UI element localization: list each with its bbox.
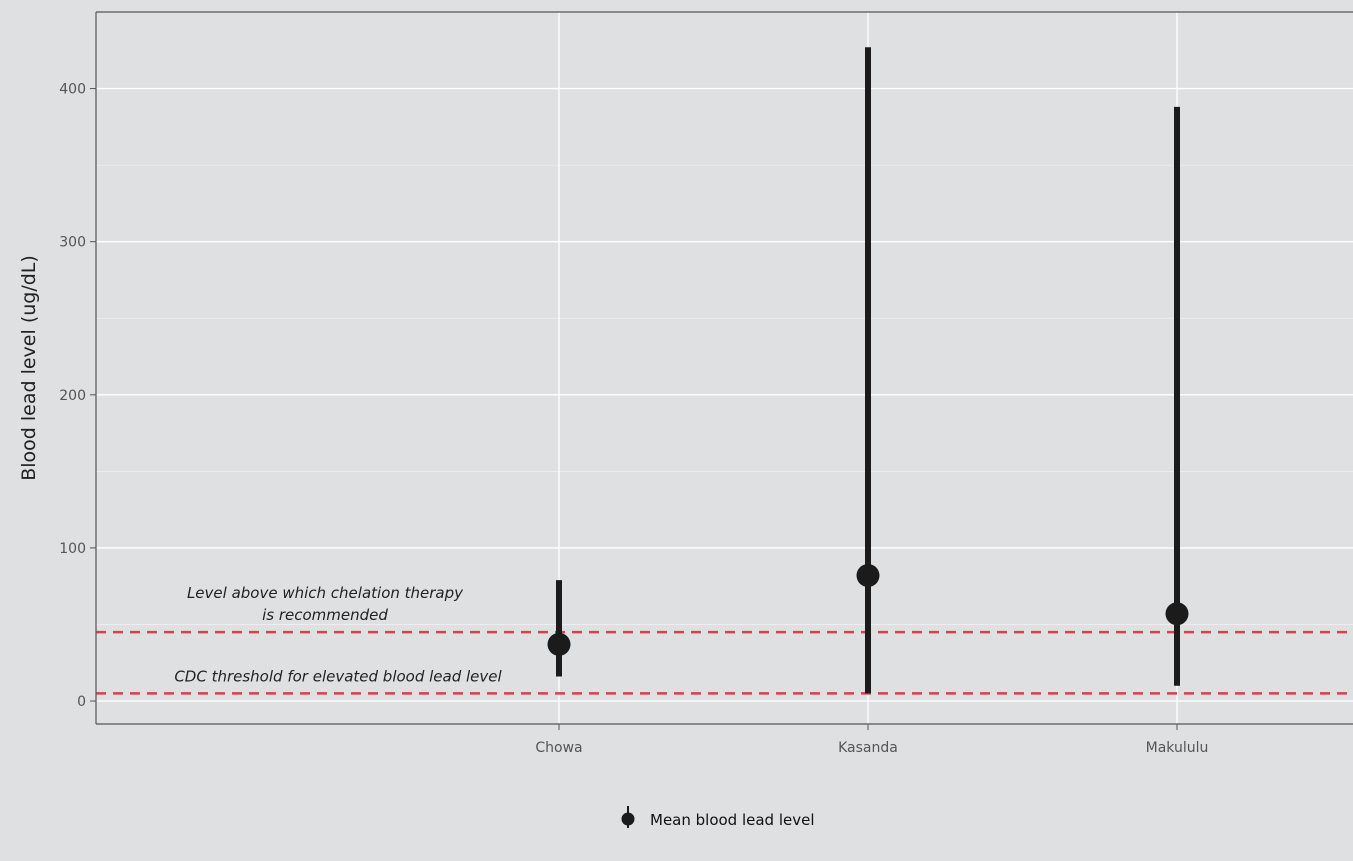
reference-line-label: CDC threshold for elevated blood lead le… (174, 667, 502, 685)
y-tick-label: 200 (59, 388, 86, 404)
legend: Mean blood lead level (621, 806, 815, 829)
legend-key-point (621, 812, 635, 826)
x-tick-label: Chowa (535, 740, 582, 756)
x-axis-ticks: Chowa Kasanda Makululu (535, 724, 1208, 756)
y-tick-label: 0 (77, 694, 86, 710)
y-tick-label: 300 (59, 235, 86, 251)
reference-line-label: is recommended (262, 606, 388, 624)
y-tick-label: 400 (59, 82, 86, 98)
reference-lines (96, 630, 1353, 695)
y-tick-label: 100 (59, 541, 86, 557)
mean-point-chowa (547, 632, 571, 656)
reference-line-label: Level above which chelation therapy (187, 584, 464, 602)
legend-label: Mean blood lead level (650, 811, 815, 829)
x-tick-label: Kasanda (838, 740, 898, 756)
y-axis-title: Blood lead level (ug/dL) (18, 255, 40, 481)
mean-point-kasanda (856, 563, 880, 587)
mean-point-makululu (1165, 602, 1189, 626)
x-tick-label: Makululu (1146, 740, 1209, 756)
data-marks (547, 47, 1189, 694)
annotations: Level above which chelation therapy is re… (174, 584, 502, 685)
y-axis-ticks: 0 100 200 300 400 (59, 82, 96, 710)
